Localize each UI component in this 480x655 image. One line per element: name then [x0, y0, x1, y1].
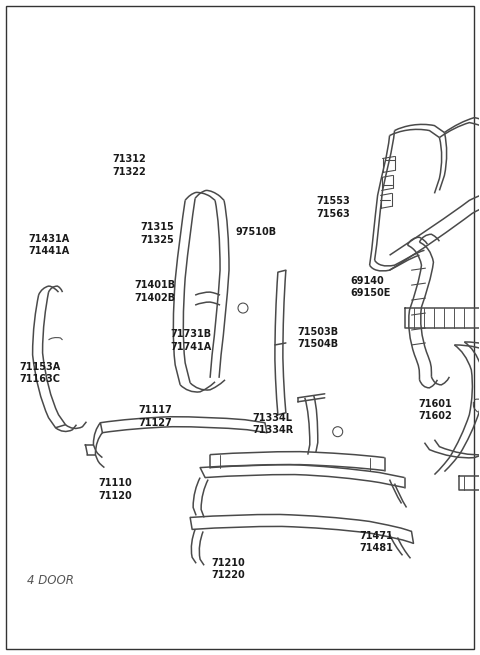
Text: 4 DOOR: 4 DOOR — [27, 574, 74, 588]
Text: 71553
71563: 71553 71563 — [317, 196, 350, 219]
Text: 71315
71325: 71315 71325 — [141, 222, 174, 245]
Text: 71503B
71504B: 71503B 71504B — [298, 327, 338, 349]
Text: 71110
71120: 71110 71120 — [99, 478, 132, 500]
Text: 71471
71481: 71471 71481 — [360, 531, 394, 553]
Text: 71601
71602: 71601 71602 — [418, 399, 452, 421]
Text: 71401B
71402B: 71401B 71402B — [135, 280, 176, 303]
Text: 71153A
71163C: 71153A 71163C — [19, 362, 60, 384]
Text: 97510B: 97510B — [235, 227, 276, 237]
Text: 71312
71322: 71312 71322 — [112, 155, 146, 177]
Text: 71731B
71741A: 71731B 71741A — [170, 329, 212, 352]
Text: 71334L
71334R: 71334L 71334R — [252, 413, 293, 436]
Text: 69140
69150E: 69140 69150E — [350, 276, 390, 298]
Text: 71210
71220: 71210 71220 — [211, 558, 245, 580]
Text: 71117
71127: 71117 71127 — [139, 405, 172, 428]
Text: 71431A
71441A: 71431A 71441A — [28, 234, 70, 256]
